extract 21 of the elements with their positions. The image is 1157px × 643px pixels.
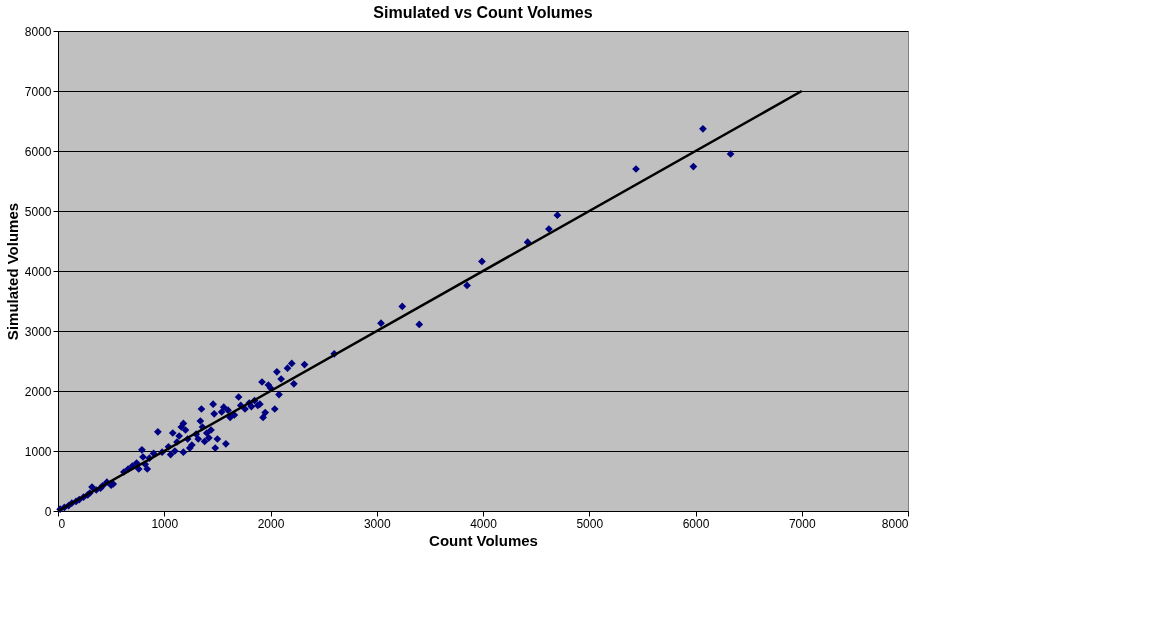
- x-tick-label: 3000: [363, 516, 391, 531]
- y-tick-label: 4000: [24, 264, 52, 279]
- x-tick-label: 2000: [257, 516, 285, 531]
- x-tick-label: 6000: [682, 516, 710, 531]
- y-tick-label: 5000: [24, 204, 52, 219]
- y-tick-label: 1000: [24, 444, 52, 459]
- x-tick-label: 7000: [788, 516, 816, 531]
- y-tick-label: 6000: [24, 144, 52, 159]
- x-tick-label: 1000: [151, 516, 179, 531]
- x-tick-label: 5000: [576, 516, 604, 531]
- y-tick-label: 7000: [24, 84, 52, 99]
- y-tick-label: 3000: [24, 324, 52, 339]
- x-axis-title: Count Volumes: [429, 531, 538, 549]
- y-tick-label: 2000: [24, 384, 52, 399]
- x-tick-label: 4000: [470, 516, 498, 531]
- y-axis-title: Simulated Volumes: [3, 202, 21, 341]
- x-tick-label: 8000: [881, 516, 909, 531]
- chart-title: Simulated vs Count Volumes: [373, 4, 593, 21]
- y-tick-label: 0: [44, 504, 52, 519]
- x-tick-label: 0: [58, 516, 66, 531]
- y-tick-label: 8000: [24, 24, 52, 39]
